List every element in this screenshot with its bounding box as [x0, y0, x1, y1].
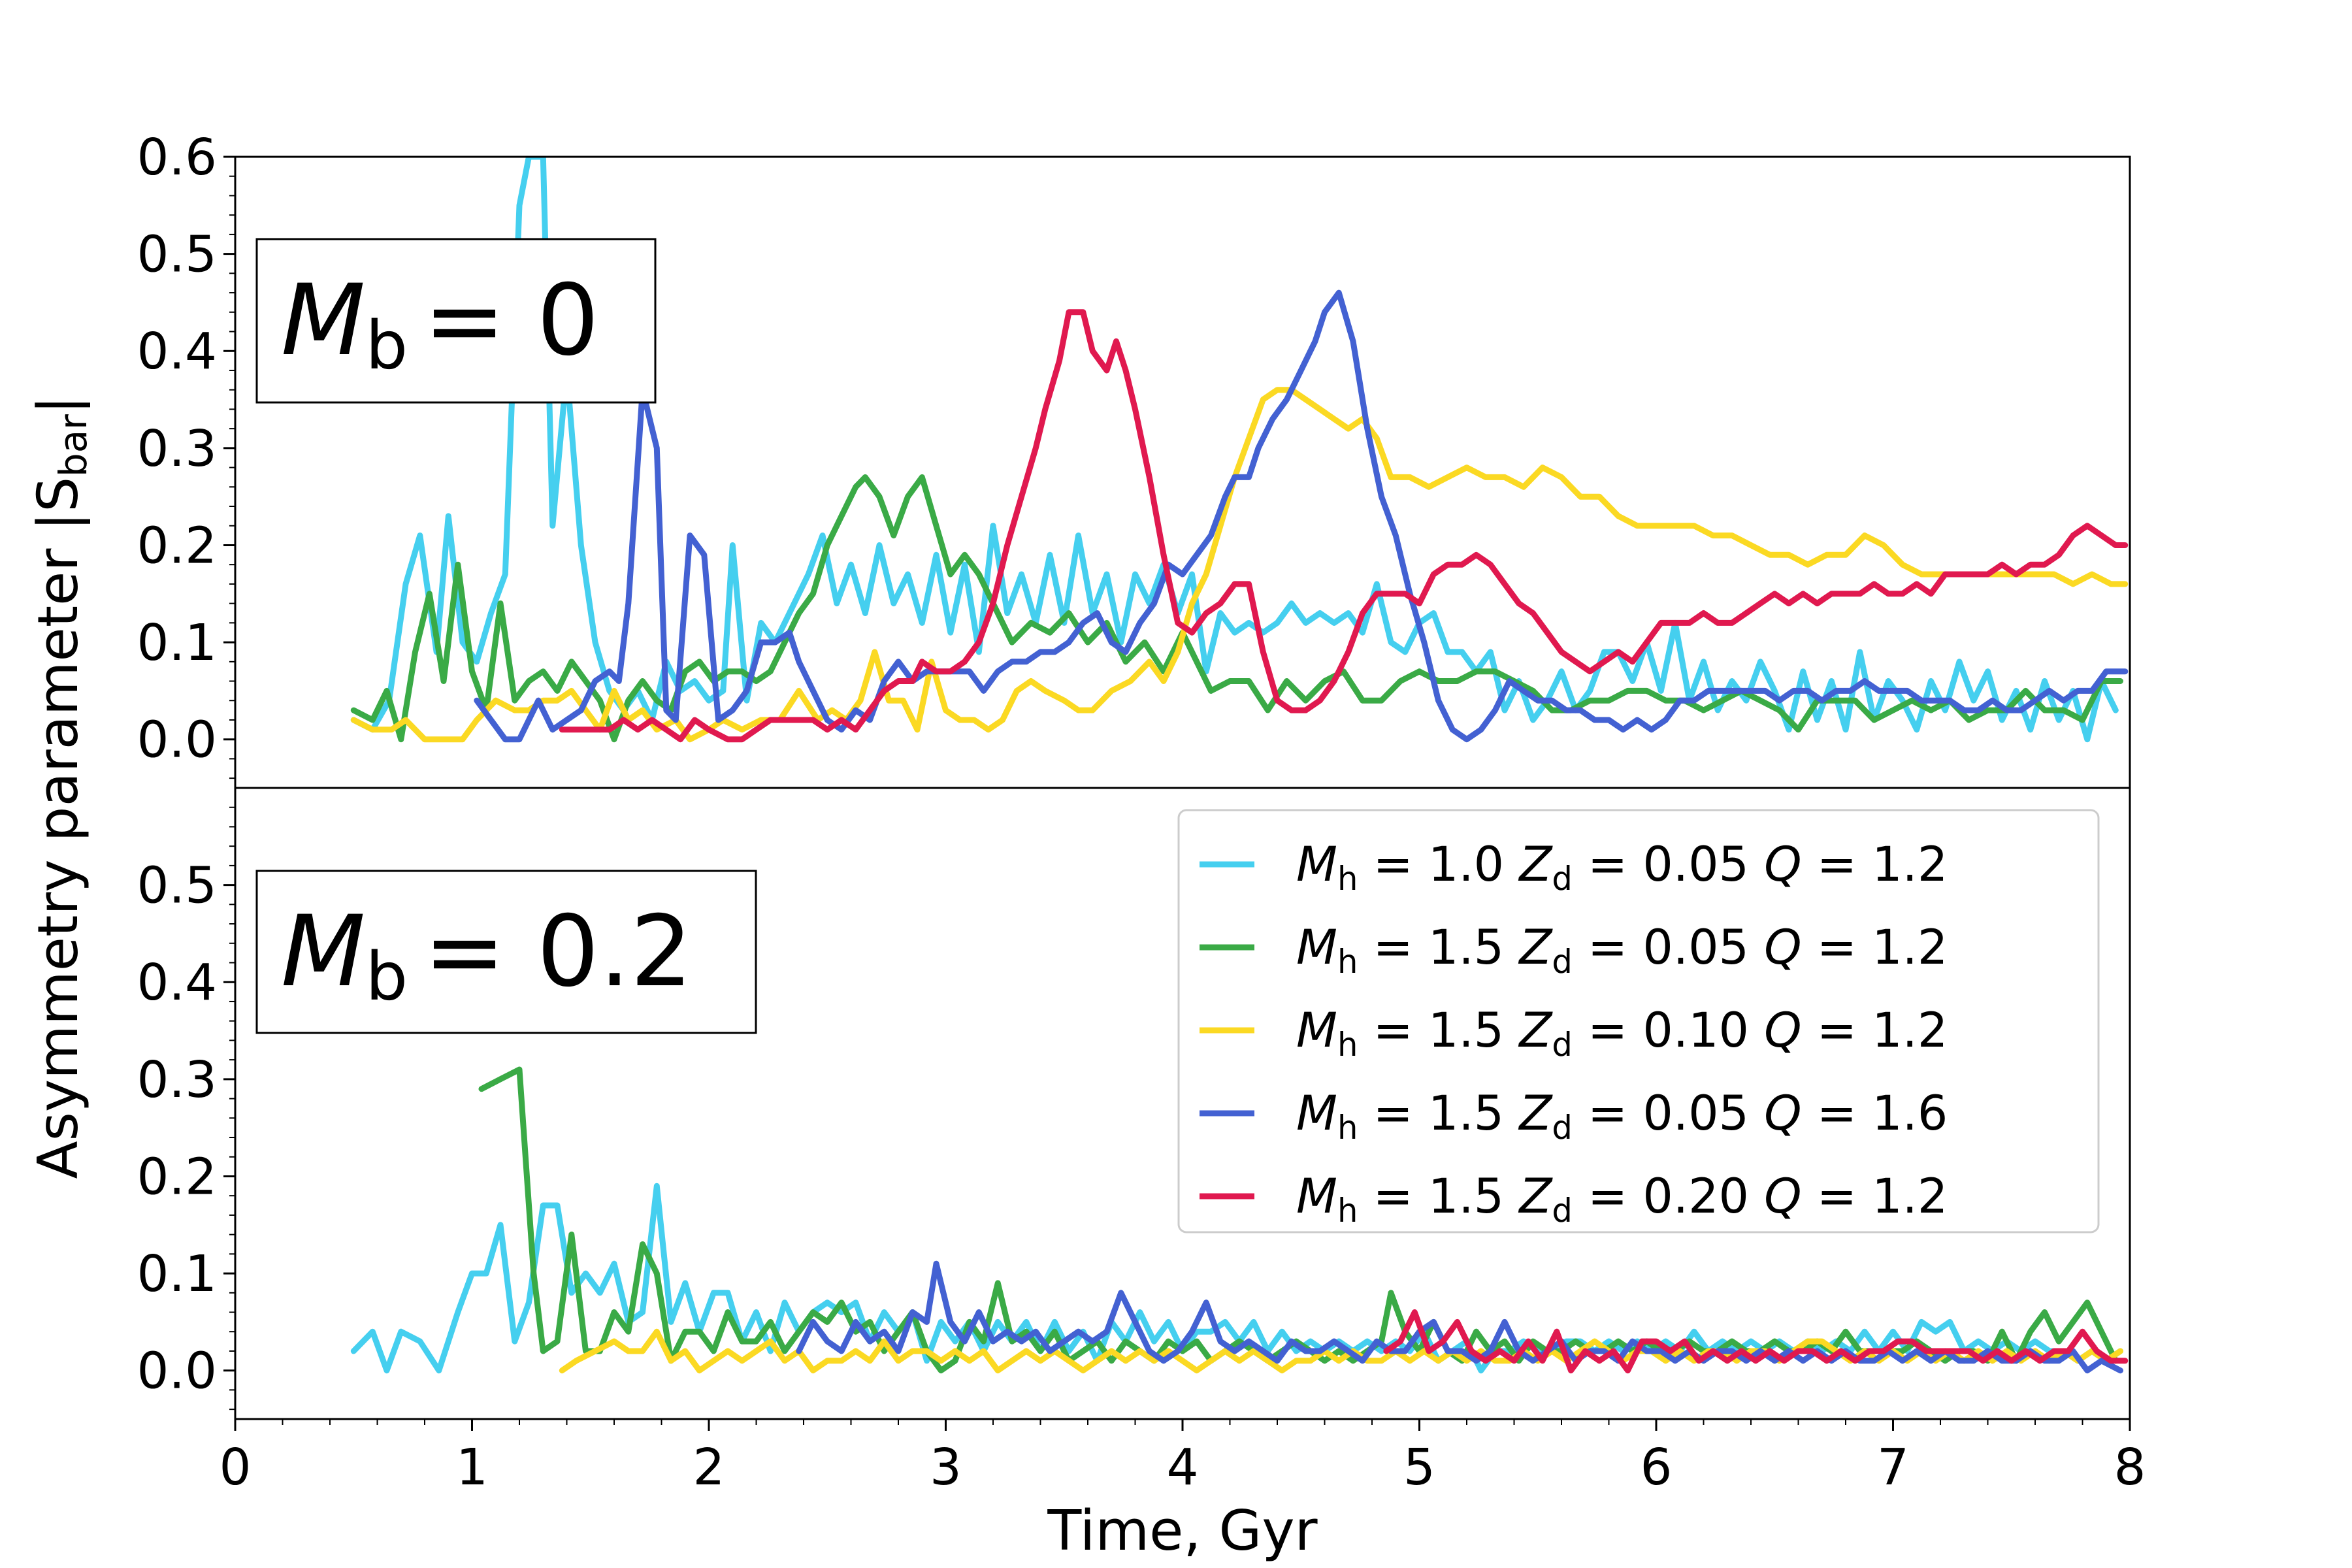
x-tick-label: 8 [2114, 1439, 2146, 1497]
legend: Mh = 1.0 Zd = 0.05 Q = 1.2 Mh = 1.5 Zd = … [1177, 809, 2100, 1233]
x-tick-label: 1 [456, 1439, 488, 1497]
legend-item-blue: Mh = 1.5 Zd = 0.05 Q = 1.6 [1200, 1086, 1948, 1147]
legend-label: Mh = 1.5 Zd = 0.20 Q = 1.2 [1296, 1169, 1948, 1230]
series-line-cyan [350, 157, 2119, 743]
x-tick-label: 5 [1403, 1439, 1435, 1497]
legend-rows: Mh = 1.0 Zd = 0.05 Q = 1.2 Mh = 1.5 Zd = … [1200, 837, 1948, 1230]
x-axis-title: Time, Gyr [1047, 1499, 1317, 1563]
x-tick-label: 7 [1877, 1439, 1909, 1497]
y-tick-label: 0.3 [137, 1051, 217, 1109]
y-tick-label: 0.1 [137, 614, 217, 672]
legend-frame [1177, 809, 2100, 1233]
y-tick-label: 0.3 [137, 420, 217, 478]
x-tick-label: 0 [220, 1439, 252, 1497]
bottom-panel-label-box: Mb = 0.2 [255, 870, 757, 1034]
legend-item-red: Mh = 1.5 Zd = 0.20 Q = 1.2 [1200, 1169, 1948, 1230]
bottom-panel-series [350, 1066, 2129, 1374]
y-tick-label: 0.5 [137, 226, 217, 284]
series-line-red [559, 309, 2129, 743]
legend-label: Mh = 1.5 Zd = 0.05 Q = 1.2 [1296, 920, 1948, 981]
x-tick-label: 6 [1641, 1439, 1673, 1497]
y-tick-label: 0.4 [137, 954, 217, 1012]
series-line-blue [796, 1260, 2123, 1374]
y-tick-label: 0.6 [137, 129, 217, 187]
legend-item-yellow: Mh = 1.5 Zd = 0.10 Q = 1.2 [1200, 1003, 1948, 1064]
y-tick-label: 0.4 [137, 323, 217, 381]
y-axis-title: Asymmetry parameter |Sbar| [26, 395, 95, 1179]
top-panel-label: Mb = 0 [281, 264, 599, 385]
bottom-panel: 0.0 0.1 0.2 0.3 0.4 0.5 Mb = 0.2 Mh = 1.0 Zd =… [137, 787, 2131, 1420]
x-axis: 0 1 2 3 4 5 6 7 8 [220, 1419, 2146, 1497]
bottom-panel-label: Mb = 0.2 [281, 895, 693, 1016]
legend-item-cyan: Mh = 1.0 Zd = 0.05 Q = 1.2 [1200, 837, 1948, 898]
y-tick-label: 0.0 [137, 711, 217, 770]
top-panel-series [350, 157, 2129, 743]
x-tick-label: 4 [1167, 1439, 1199, 1497]
legend-label: Mh = 1.5 Zd = 0.10 Q = 1.2 [1296, 1003, 1948, 1064]
y-tick-label: 0.2 [137, 1148, 217, 1206]
y-tick-label: 0.5 [137, 857, 217, 915]
legend-item-green: Mh = 1.5 Zd = 0.05 Q = 1.2 [1200, 920, 1948, 981]
bottom-panel-label-frame [255, 870, 757, 1034]
legend-label: Mh = 1.5 Zd = 0.05 Q = 1.6 [1296, 1086, 1948, 1147]
x-tick-label: 2 [693, 1439, 725, 1497]
top-panel-label-box: Mb = 0 [255, 238, 657, 404]
legend-label: Mh = 1.0 Zd = 0.05 Q = 1.2 [1296, 837, 1948, 898]
top-panel-label-frame [255, 238, 657, 404]
series-line-blue [474, 289, 2129, 743]
x-tick-label: 3 [930, 1439, 962, 1497]
bottom-panel-y-axis: 0.0 0.1 0.2 0.3 0.4 0.5 [137, 806, 235, 1411]
series-line-green [350, 474, 2123, 743]
series-line-red [1383, 1309, 2129, 1374]
y-tick-label: 0.2 [137, 517, 217, 575]
y-tick-label: 0.1 [137, 1245, 217, 1303]
y-tick-label: 0.0 [137, 1343, 217, 1401]
top-panel-y-axis: 0.0 0.1 0.2 0.3 0.4 0.5 0.6 [137, 129, 235, 779]
series-line-yellow [350, 387, 2129, 743]
top-panel: 0.0 0.1 0.2 0.3 0.4 0.5 0.6 Mb = 0 [137, 129, 2131, 789]
